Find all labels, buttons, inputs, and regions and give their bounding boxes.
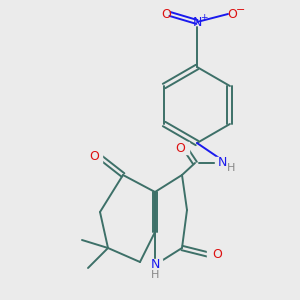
Text: +: + [200, 13, 208, 22]
Text: O: O [212, 248, 222, 262]
Text: O: O [89, 151, 99, 164]
Text: H: H [227, 163, 235, 173]
Bar [148, 259, 162, 271]
Text: N: N [217, 157, 227, 169]
Text: N: N [192, 16, 202, 28]
Bar [215, 157, 229, 169]
Text: H: H [151, 270, 159, 280]
Text: O: O [161, 8, 171, 20]
Bar [88, 151, 102, 163]
Bar [177, 142, 189, 154]
Bar [207, 249, 221, 261]
Text: O: O [175, 142, 185, 154]
Text: O: O [227, 8, 237, 20]
Text: N: N [150, 259, 160, 272]
Text: −: − [236, 5, 246, 15]
